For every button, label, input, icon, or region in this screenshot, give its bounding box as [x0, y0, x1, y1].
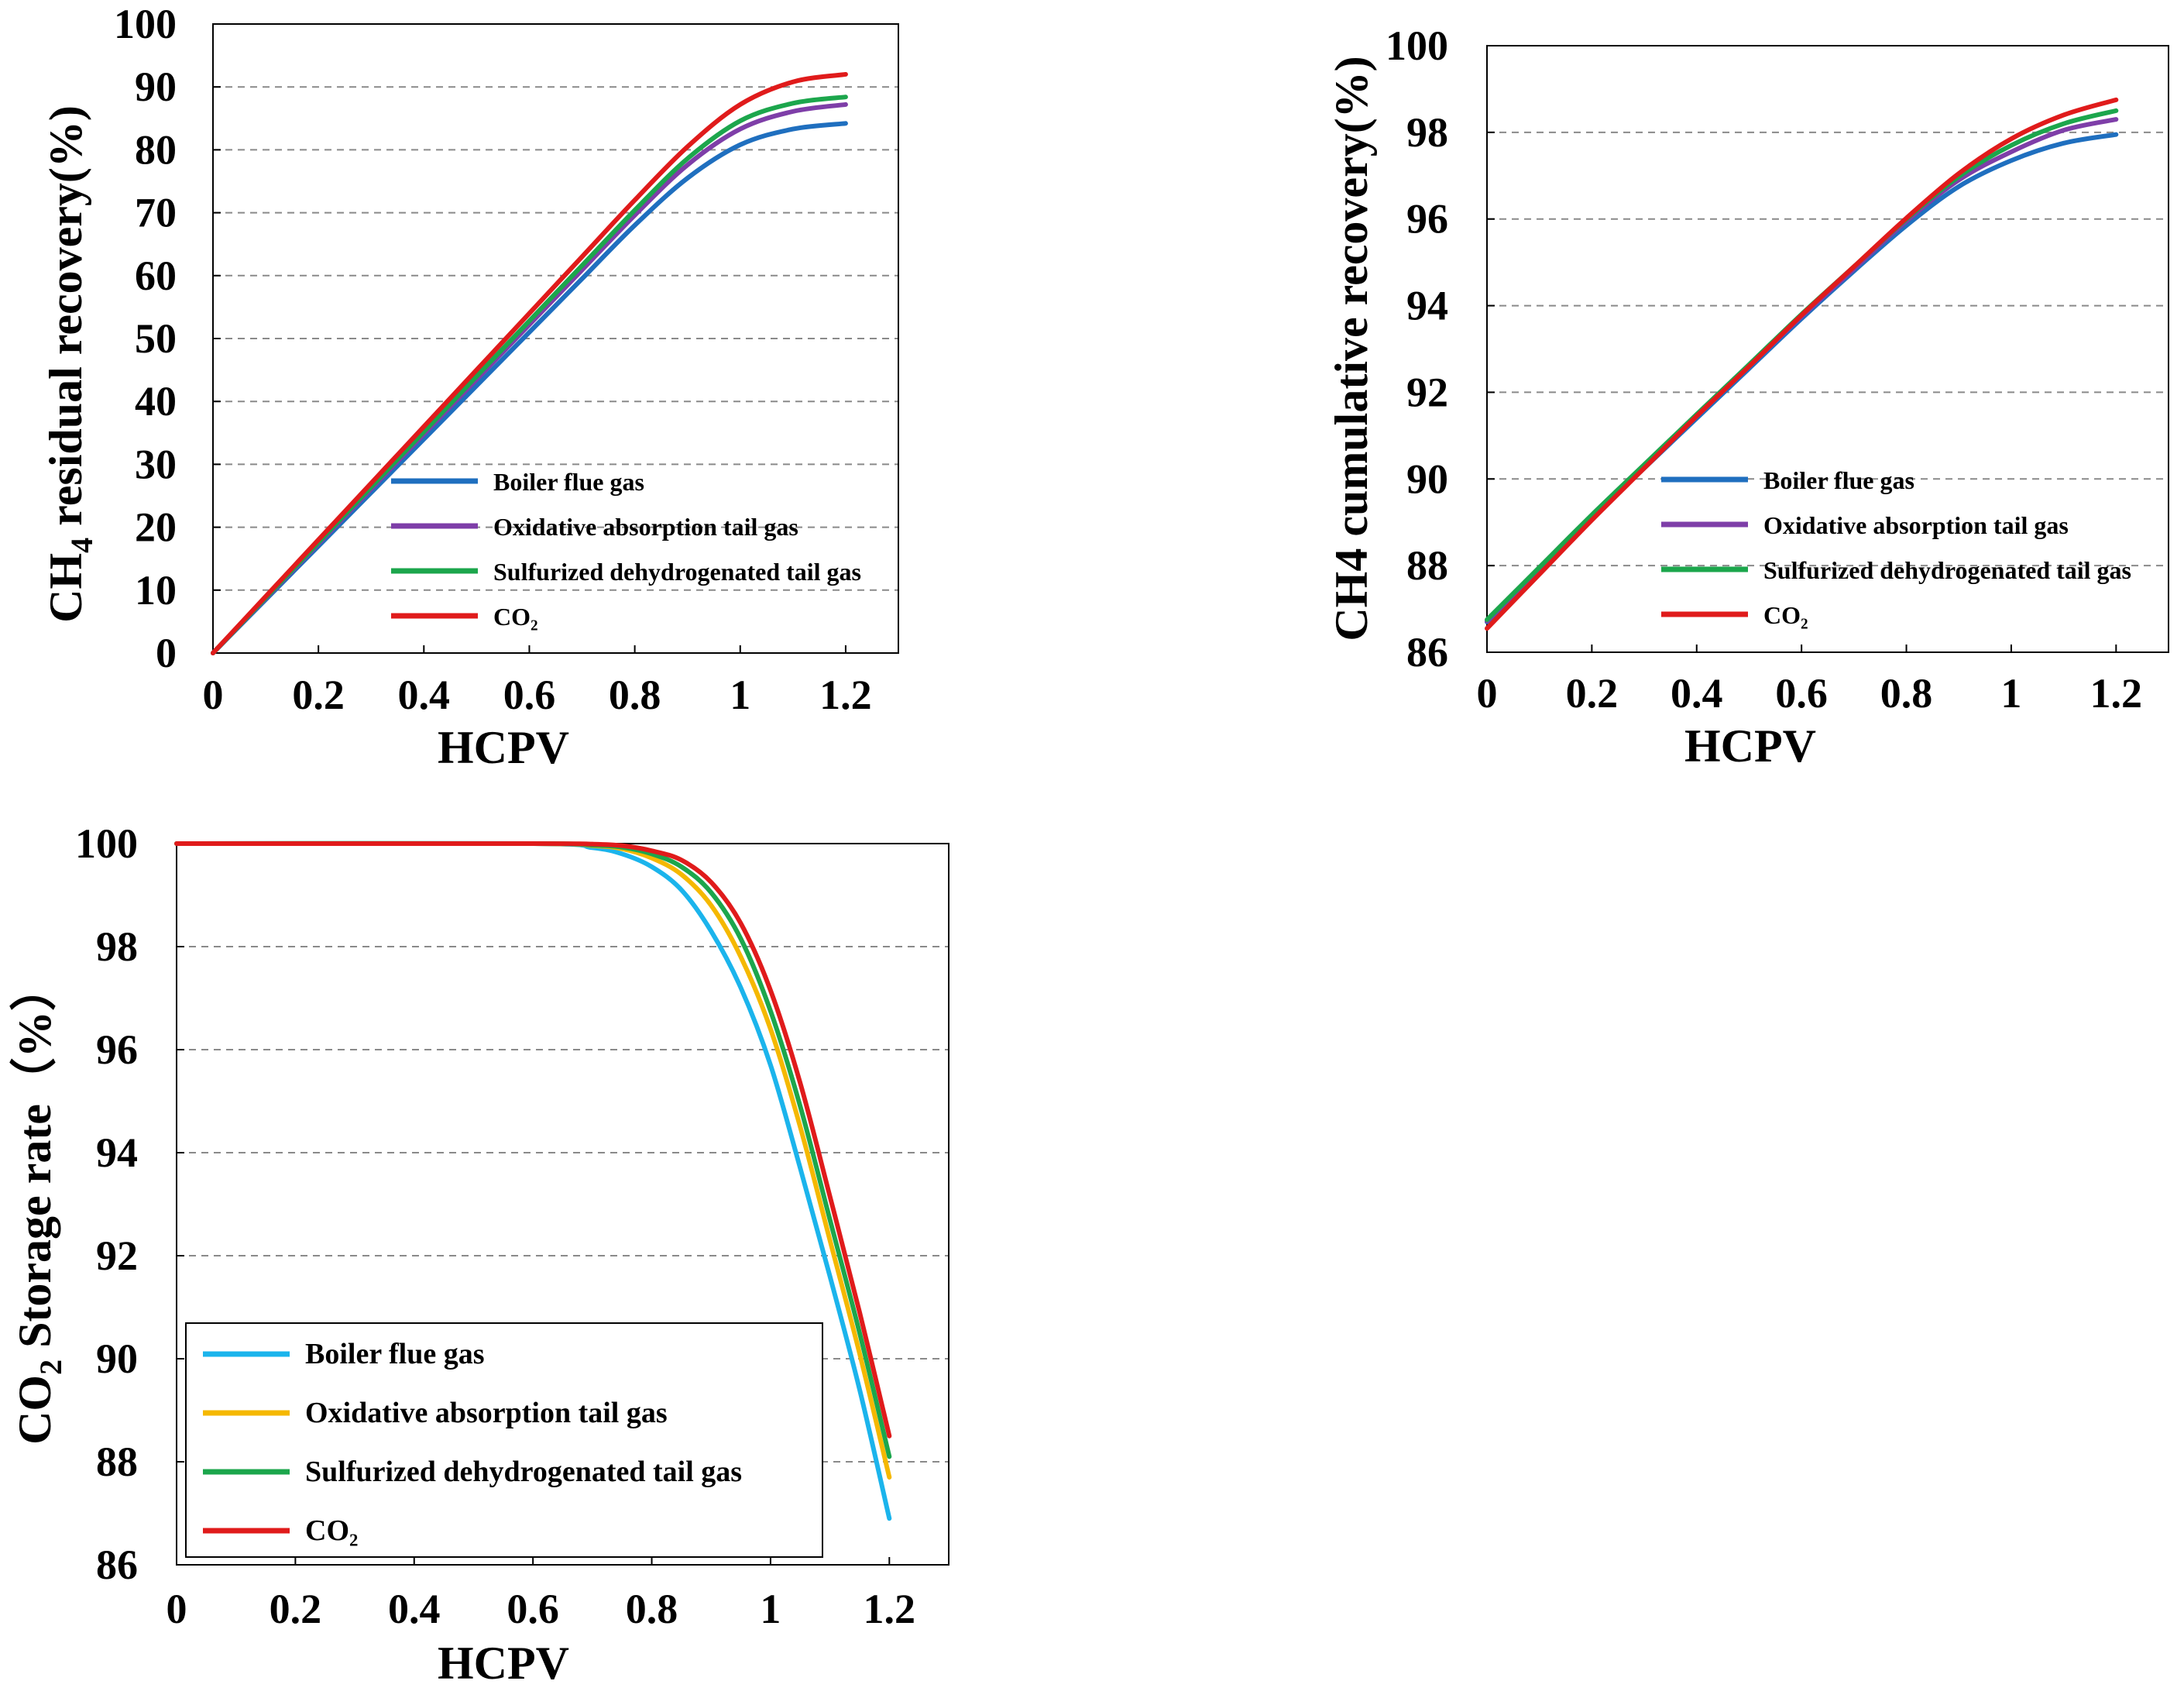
- chart2-x-tick-label: 0.2: [1566, 670, 1619, 717]
- chart3-y-axis-label-sub: 2: [33, 1360, 68, 1375]
- chart2-x-tick-label: 0.6: [1775, 670, 1828, 717]
- chart1-y-tick-label: 90: [135, 64, 177, 110]
- chart2-y-tick-label: 96: [1406, 196, 1448, 242]
- chart2-y-tick-label: 94: [1406, 283, 1448, 329]
- chart2-x-tick-label: 1: [2000, 670, 2021, 717]
- chart1-y-tick-label: 20: [135, 504, 177, 551]
- chart2-x-tick-label: 1.2: [2090, 670, 2143, 717]
- chart3-x-tick-label: 0.8: [626, 1586, 678, 1632]
- chart1-y-tick-label: 10: [135, 567, 177, 614]
- chart1-x-tick-label: 1: [730, 672, 750, 718]
- chart1-y-axis-label: CH4 residual recovery(%): [40, 105, 99, 623]
- chart2-series-line-1: [1485, 132, 2119, 624]
- chart2-y-tick-label: 90: [1406, 455, 1448, 502]
- chart1-y-tick-label: 80: [135, 126, 177, 173]
- chart3-y-axis-label: CO2 Storage rate（%）: [9, 964, 68, 1445]
- chart3-y-axis-label-rest: Storage rate（%）: [9, 964, 60, 1360]
- chart3-x-tick-label: 0.6: [507, 1586, 559, 1632]
- chart3-y-axis-label-main: CO: [9, 1375, 60, 1445]
- chart2-series-line-2: [1485, 117, 2119, 624]
- chart1-y-tick-label: 30: [135, 441, 177, 487]
- chart1-x-tick-label: 1.2: [819, 672, 872, 718]
- chart1-legend-label: CO₂: [493, 603, 538, 631]
- chart2-y-tick-label: 98: [1406, 109, 1448, 156]
- chart1-legend-label: Sulfurized dehydrogenated tail gas: [493, 558, 861, 586]
- chart2-legend-label: Sulfurized dehydrogenated tail gas: [1763, 556, 2131, 584]
- chart1-y-axis-label-rest: residual recovery(%): [40, 105, 91, 538]
- chart1-y-tick-label: 0: [156, 630, 177, 676]
- chart3-x-tick-label: 0.4: [388, 1586, 441, 1632]
- chart3-y-tick-label: 92: [96, 1232, 138, 1279]
- chart2-legend-label: Oxidative absorption tail gas: [1763, 511, 2069, 539]
- chart3-y-tick-label: 94: [96, 1129, 138, 1176]
- chart2-y-axis-label: CH4 cumulative recovery(%): [1326, 56, 1377, 641]
- chart2-group: 0 0.2 0.4 0.6 0.8 1 1.2 86 88 90 92 94 96 98 100 HCPV CH…: [1326, 22, 2169, 772]
- chart1-y-axis-label-sub: 4: [64, 538, 99, 553]
- chart3-x-tick-label: 1.2: [864, 1586, 916, 1632]
- chart2-x-axis-label: HCPV: [1684, 720, 1816, 772]
- chart3-legend-label: Oxidative absorption tail gas: [305, 1397, 668, 1429]
- chart3-x-tick-label: 0: [167, 1586, 187, 1632]
- chart3-legend-label: Sulfurized dehydrogenated tail gas: [305, 1456, 742, 1488]
- chart2-x-tick-label: 0: [1477, 670, 1498, 717]
- chart1-y-tick-label: 70: [135, 190, 177, 236]
- chart2-x-tick-label: 0.4: [1671, 670, 1723, 717]
- chart3-y-tick-label: 88: [96, 1439, 138, 1485]
- chart3-y-tick-label: 98: [96, 923, 138, 970]
- chart1-x-tick-label: 0.8: [609, 672, 661, 718]
- chart2-plot-frame: [1486, 45, 2169, 653]
- chart1-x-tick-label: 0.4: [398, 672, 451, 718]
- chart3-y-tick-label: 100: [75, 820, 138, 867]
- chart2-legend-label: Boiler flue gas: [1763, 466, 1914, 494]
- chart1-x-tick-label: 0: [203, 672, 224, 718]
- chart1-y-tick-label: 100: [114, 1, 177, 47]
- chart2-series-line-3: [1485, 108, 2119, 623]
- chart3-y-tick-label: 90: [96, 1335, 138, 1382]
- chart3-x-tick-label: 1: [760, 1586, 781, 1632]
- chart2-y-tick-label: 88: [1406, 542, 1448, 589]
- chart1-legend-label: Boiler flue gas: [493, 468, 644, 496]
- chart1-y-tick-label: 40: [135, 378, 177, 425]
- chart1-x-tick-label: 0.6: [503, 672, 556, 718]
- chart3-group: 0 0.2 0.4 0.6 0.8 1 1.2 86 88 90 92 94 96 98 100 HCPV CO…: [9, 820, 949, 1689]
- chart3-legend-label: Boiler flue gas: [305, 1338, 485, 1370]
- chart3-y-tick-label: 96: [96, 1026, 138, 1073]
- chart1-y-tick-label: 50: [135, 315, 177, 362]
- chart3-legend-label: CO₂: [305, 1514, 358, 1547]
- chart2-x-tick-label: 0.8: [1880, 670, 1933, 717]
- chart1-x-tick-label: 0.2: [292, 672, 345, 718]
- chart3-series-line-4: [174, 840, 892, 1439]
- chart1-y-axis-label-main: CH: [40, 553, 91, 623]
- chart3-legend-box: [185, 1322, 823, 1558]
- chart2-series-line-4: [1485, 97, 2119, 631]
- chart1-x-axis-label: HCPV: [438, 722, 569, 773]
- chart2-y-tick-label: 92: [1406, 369, 1448, 415]
- chart3-x-axis-label: HCPV: [438, 1638, 569, 1689]
- chart1-group: 0 0.2 0.4 0.6 0.8 1 1.2 0 10 20 30 40 50 60 70 80 90 100 H…: [40, 1, 899, 773]
- chart2-legend-label: CO₂: [1763, 601, 1808, 629]
- chart2-y-tick-label: 86: [1406, 629, 1448, 675]
- chart1-legend-label: Oxidative absorption tail gas: [493, 513, 798, 541]
- chart3-x-tick-label: 0.2: [270, 1586, 322, 1632]
- chart3-y-tick-label: 86: [96, 1542, 138, 1588]
- chart2-y-tick-label: 100: [1386, 22, 1448, 69]
- chart1-series-line-4: [211, 71, 848, 655]
- chart1-y-tick-label: 60: [135, 253, 177, 299]
